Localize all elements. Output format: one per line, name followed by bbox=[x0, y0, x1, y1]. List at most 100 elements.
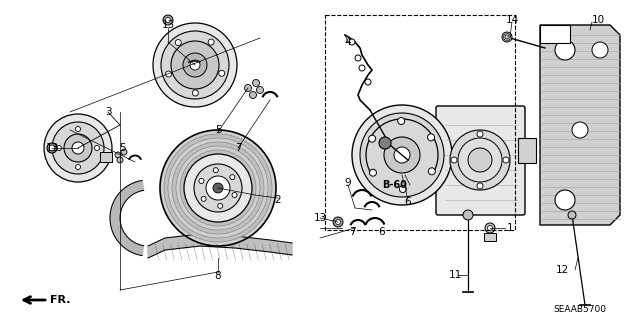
Circle shape bbox=[218, 204, 223, 208]
Circle shape bbox=[160, 130, 276, 246]
Polygon shape bbox=[148, 234, 292, 258]
Circle shape bbox=[428, 168, 435, 175]
Bar bbox=[518, 138, 536, 163]
Text: 9: 9 bbox=[345, 178, 351, 188]
Text: 5: 5 bbox=[214, 125, 221, 135]
Circle shape bbox=[555, 40, 575, 60]
Circle shape bbox=[52, 122, 104, 174]
Circle shape bbox=[369, 135, 376, 142]
Circle shape bbox=[172, 142, 264, 234]
Circle shape bbox=[360, 113, 444, 197]
Text: 3: 3 bbox=[105, 107, 111, 117]
Circle shape bbox=[115, 152, 121, 158]
Circle shape bbox=[394, 147, 410, 163]
Circle shape bbox=[468, 148, 492, 172]
Circle shape bbox=[572, 122, 588, 138]
Bar bbox=[540, 25, 570, 43]
Circle shape bbox=[95, 145, 99, 151]
FancyBboxPatch shape bbox=[436, 106, 525, 215]
Circle shape bbox=[592, 42, 608, 58]
Bar bbox=[100, 152, 112, 162]
Circle shape bbox=[184, 154, 252, 222]
Circle shape bbox=[335, 219, 340, 225]
Circle shape bbox=[488, 226, 493, 231]
Bar bbox=[484, 233, 496, 241]
Circle shape bbox=[64, 134, 92, 162]
Circle shape bbox=[183, 53, 207, 77]
Circle shape bbox=[161, 31, 229, 99]
Circle shape bbox=[365, 79, 371, 85]
Text: 7: 7 bbox=[349, 227, 355, 237]
Text: SEAAB5700: SEAAB5700 bbox=[554, 306, 607, 315]
Text: 6: 6 bbox=[404, 197, 412, 207]
Circle shape bbox=[250, 92, 257, 99]
Circle shape bbox=[208, 39, 214, 45]
Circle shape bbox=[230, 174, 235, 180]
Circle shape bbox=[190, 60, 200, 70]
Text: 6: 6 bbox=[379, 227, 385, 237]
Bar bbox=[325, 15, 515, 230]
Circle shape bbox=[164, 134, 272, 242]
Circle shape bbox=[194, 164, 242, 212]
Circle shape bbox=[458, 138, 502, 182]
Text: 1: 1 bbox=[507, 223, 513, 233]
Circle shape bbox=[201, 197, 206, 201]
Circle shape bbox=[503, 157, 509, 163]
Text: FR.: FR. bbox=[50, 295, 70, 305]
Circle shape bbox=[369, 169, 376, 176]
Circle shape bbox=[485, 223, 495, 233]
Text: 7: 7 bbox=[235, 143, 241, 153]
Circle shape bbox=[379, 137, 391, 149]
Circle shape bbox=[47, 143, 57, 153]
Text: B-60: B-60 bbox=[383, 180, 408, 190]
Circle shape bbox=[121, 149, 127, 155]
Circle shape bbox=[477, 131, 483, 137]
Circle shape bbox=[176, 146, 260, 230]
Circle shape bbox=[153, 23, 237, 107]
Circle shape bbox=[253, 79, 259, 86]
Circle shape bbox=[555, 190, 575, 210]
Circle shape bbox=[117, 157, 123, 163]
Circle shape bbox=[171, 41, 219, 89]
Circle shape bbox=[257, 86, 264, 93]
Circle shape bbox=[168, 138, 268, 238]
Circle shape bbox=[502, 32, 512, 42]
Circle shape bbox=[163, 15, 173, 25]
Text: 5: 5 bbox=[118, 143, 125, 153]
Circle shape bbox=[384, 137, 420, 173]
Text: 2: 2 bbox=[275, 195, 282, 205]
Circle shape bbox=[397, 117, 404, 124]
Circle shape bbox=[463, 210, 473, 220]
Circle shape bbox=[76, 165, 81, 169]
Text: 13: 13 bbox=[314, 213, 326, 223]
Circle shape bbox=[206, 176, 230, 200]
Circle shape bbox=[199, 179, 204, 183]
Text: 10: 10 bbox=[591, 15, 605, 25]
Circle shape bbox=[180, 150, 256, 226]
Text: 13: 13 bbox=[161, 20, 175, 30]
Circle shape bbox=[175, 40, 181, 46]
Circle shape bbox=[232, 192, 237, 197]
Text: 8: 8 bbox=[214, 271, 221, 281]
Circle shape bbox=[450, 130, 510, 190]
Circle shape bbox=[352, 105, 452, 205]
Circle shape bbox=[333, 217, 343, 227]
Text: 12: 12 bbox=[556, 265, 568, 275]
Text: 4: 4 bbox=[345, 37, 351, 47]
Circle shape bbox=[49, 145, 55, 151]
Circle shape bbox=[355, 55, 361, 61]
Circle shape bbox=[166, 71, 172, 77]
Circle shape bbox=[193, 90, 198, 96]
Polygon shape bbox=[110, 181, 143, 256]
Circle shape bbox=[44, 114, 112, 182]
Circle shape bbox=[451, 157, 457, 163]
Text: 13: 13 bbox=[45, 143, 59, 153]
Circle shape bbox=[213, 183, 223, 193]
Circle shape bbox=[219, 70, 225, 76]
Circle shape bbox=[76, 127, 81, 131]
Circle shape bbox=[349, 39, 355, 45]
Circle shape bbox=[72, 142, 84, 154]
Text: 14: 14 bbox=[506, 15, 518, 25]
Polygon shape bbox=[540, 25, 620, 225]
Circle shape bbox=[244, 85, 252, 92]
